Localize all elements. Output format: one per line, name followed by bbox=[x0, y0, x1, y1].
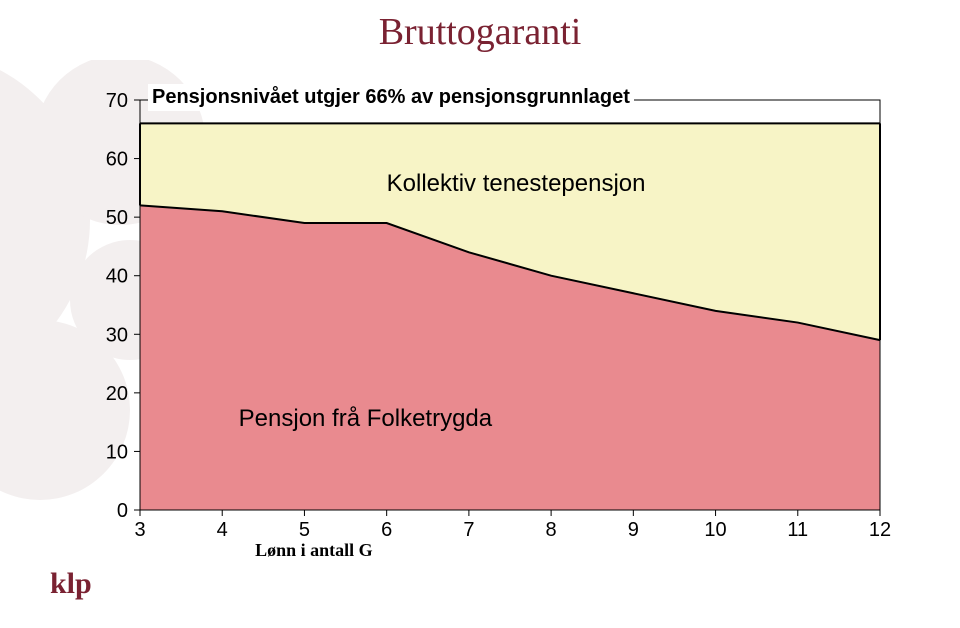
svg-text:klp: klp bbox=[50, 567, 92, 600]
page-title: Bruttogaranti bbox=[0, 10, 960, 54]
svg-text:60: 60 bbox=[106, 149, 128, 171]
svg-text:7: 7 bbox=[463, 519, 474, 541]
svg-text:70: 70 bbox=[106, 90, 128, 112]
lower-area-label: Pensjon frå Folketrygda bbox=[239, 405, 492, 433]
title-text: Bruttogaranti bbox=[379, 11, 582, 53]
svg-text:10: 10 bbox=[106, 441, 128, 463]
pension-chart: 0 10 20 30 40 50 60 70 3 4 5 6 7 8 9 10 11 12 bbox=[80, 80, 900, 550]
chart-container: 0 10 20 30 40 50 60 70 3 4 5 6 7 8 9 10 11 12 bbox=[80, 80, 900, 550]
upper-area-label: Kollektiv tenestepensjon bbox=[387, 170, 646, 198]
x-axis-label: Lønn i antall G bbox=[255, 540, 373, 561]
svg-text:3: 3 bbox=[134, 519, 145, 541]
svg-text:50: 50 bbox=[106, 207, 128, 229]
svg-text:4: 4 bbox=[217, 519, 228, 541]
svg-text:6: 6 bbox=[381, 519, 392, 541]
svg-text:5: 5 bbox=[299, 519, 310, 541]
svg-text:12: 12 bbox=[869, 519, 891, 541]
svg-text:20: 20 bbox=[106, 383, 128, 405]
svg-text:11: 11 bbox=[787, 519, 808, 541]
svg-text:9: 9 bbox=[628, 519, 639, 541]
svg-text:40: 40 bbox=[106, 266, 128, 288]
klp-logo: klp bbox=[50, 565, 120, 610]
svg-text:8: 8 bbox=[546, 519, 557, 541]
svg-text:10: 10 bbox=[704, 519, 726, 541]
svg-text:30: 30 bbox=[106, 324, 128, 346]
chart-subtitle: Pensjonsnivået utgjer 66% av pensjonsgru… bbox=[148, 84, 634, 111]
svg-text:0: 0 bbox=[117, 500, 128, 522]
